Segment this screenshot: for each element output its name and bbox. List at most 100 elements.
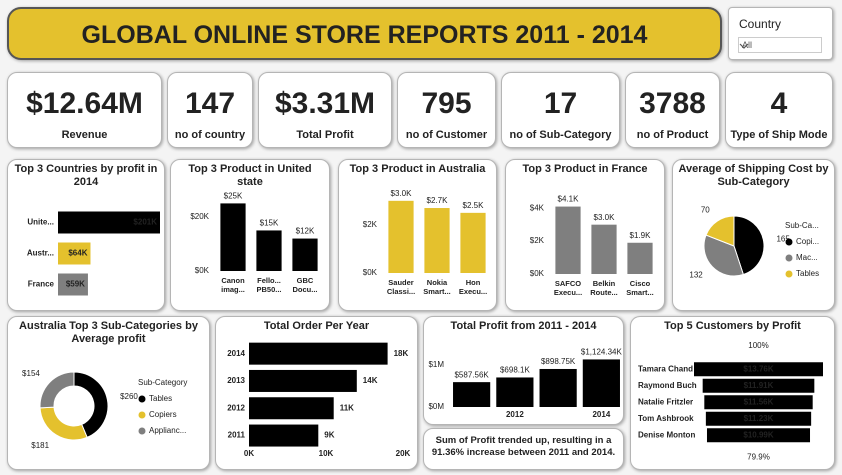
funnel-bar [704, 395, 813, 410]
legend-label: Mac... [796, 253, 818, 262]
data-label: 70 [701, 206, 710, 215]
slice [705, 215, 735, 247]
kpi-value: 3788 [639, 87, 706, 120]
data-label: $11.23K [744, 414, 774, 423]
chart-title: Top 3 Product in Australia [349, 163, 486, 175]
data-label: $181 [31, 441, 49, 450]
y-tick-label: $20K [190, 212, 209, 221]
kpi-label: Revenue [61, 129, 108, 141]
chart-title: Total Profit from 2011 - 2014 [450, 320, 597, 332]
y-tick-label: 2011 [228, 431, 246, 440]
x-tick-label: 0K [244, 449, 254, 458]
slicer-label: Country [739, 17, 782, 31]
data-label: $201K [133, 218, 157, 227]
annotation-card: Sum of Profit trended up, resulting in a… [423, 428, 624, 470]
y-tick-label: France [28, 280, 55, 289]
bar [582, 359, 620, 407]
legend-title: Sub-Category [138, 378, 187, 387]
x-tick-label: Fello... PB50... [256, 276, 282, 294]
country-slicer: Country All [728, 7, 833, 60]
funnel-bar [705, 411, 812, 426]
chart-title: Top 5 Customers by Profit [664, 320, 801, 332]
data-label: $587.56K [454, 370, 489, 379]
chart-title: Average of Shipping Cost by Sub-Category [678, 163, 829, 188]
legend-marker [785, 254, 793, 262]
data-label: 14K [363, 376, 378, 385]
data-label: $3.0K [594, 213, 616, 222]
chart-title: Total Order Per Year [263, 320, 370, 332]
kpi-value: 17 [543, 87, 578, 120]
data-label: $154 [22, 369, 40, 378]
chart: $0K $20K $25K $15K $12K [190, 192, 318, 275]
data-label: $25K [224, 192, 243, 201]
data-label: $10.99K [743, 430, 773, 439]
data-label: $898.75K [541, 357, 576, 366]
y-tick-label: Unite... [27, 218, 54, 227]
x-tick-label: Nokia Smart... [423, 278, 451, 296]
x-tick-label: SAFCO Execu... [553, 279, 583, 297]
bar [249, 342, 388, 365]
annotation: 79.9% [747, 453, 770, 462]
chart: $0K $2K $4K $4.1K $3.0K $1.9K [530, 195, 653, 278]
legend-marker [785, 270, 793, 278]
data-label: $4.1K [558, 195, 580, 204]
category-label: Denise Monton [638, 430, 695, 439]
y-tick-label: Austr... [27, 249, 54, 258]
x-tick-label: Canon imag... [221, 276, 245, 294]
header: GLOBAL ONLINE STORE REPORTS 2011 - 2014 [7, 7, 722, 60]
chart: 100% Tamara Chand $13.76K Raymond Buch $11.9… [638, 341, 823, 462]
data-label: 165 [776, 234, 790, 243]
y-tick-label: $0K [363, 268, 378, 277]
x-tick-label: 10K [319, 449, 334, 458]
slice [733, 215, 765, 276]
data-label: $3.0K [391, 189, 413, 198]
x-tick-label: GBC Docu... [292, 276, 318, 294]
funnel-bar [702, 378, 815, 393]
bar [627, 242, 653, 274]
kpi-label: Total Profit [296, 129, 354, 141]
legend-label: Tables [796, 269, 819, 278]
x-tick-label: Sauder Classi... [386, 278, 416, 296]
kpi-card: $12.64M Revenue [7, 72, 162, 148]
kpi-card: 147 no of country [167, 72, 253, 148]
y-tick-label: 2013 [227, 376, 245, 385]
category-label: Natalie Fritzler [638, 397, 693, 406]
y-tick-label: $0M [428, 402, 444, 411]
bar [249, 369, 357, 392]
chart-panel: $0M $1M $587.56K $698.1K 2012 $898.75K $1,124.… [423, 316, 624, 425]
slice [703, 234, 744, 277]
kpi-card: 17 no of Sub-Category [501, 72, 620, 148]
chart-panel: 100% Tamara Chand $13.76K Raymond Buch $11.9… [630, 316, 835, 470]
legend-label: Tables [149, 394, 172, 403]
data-label: $64K [68, 249, 87, 258]
legend-marker [785, 238, 793, 246]
data-label: $2.7K [427, 196, 449, 205]
slicer-dropdown[interactable]: All [738, 37, 822, 53]
y-tick-label: 2014 [227, 349, 245, 358]
data-label: $12K [296, 227, 315, 236]
chart: 165 132 70 Sub-Ca... Copi... Mac... Tables [689, 206, 819, 280]
category-label: Raymond Buch [638, 381, 697, 390]
funnel-bar [706, 428, 811, 443]
data-label: $11.56K [744, 397, 774, 406]
data-label: $15K [260, 219, 279, 228]
chart-panel: 165 132 70 Sub-Ca... Copi... Mac... Tables Aver… [672, 159, 835, 311]
report-title: GLOBAL ONLINE STORE REPORTS 2011 - 2014 [81, 21, 648, 49]
chart-panel: $260 $181 $154 Sub-Category Tables Copiers App… [7, 316, 210, 470]
data-label: 132 [689, 271, 703, 280]
chart-title: Top 3 Product in United state [188, 163, 312, 188]
kpi-value: $12.64M [26, 87, 143, 120]
kpi-label: no of Product [636, 129, 709, 141]
bar [58, 242, 91, 265]
legend-label: Applianc... [149, 426, 186, 435]
category-label: Tamara Chand [638, 364, 693, 373]
kpi-card: 3788 no of Product [625, 72, 720, 148]
legend-label: Copiers [149, 410, 177, 419]
data-label: 11K [340, 403, 354, 412]
data-label: 18K [394, 349, 409, 358]
kpi-label: no of Customer [405, 129, 488, 141]
bar [388, 200, 414, 273]
data-label: $1,124.34K [581, 348, 623, 357]
y-tick-label: $0K [195, 266, 210, 275]
y-tick-label: $0K [530, 269, 545, 278]
